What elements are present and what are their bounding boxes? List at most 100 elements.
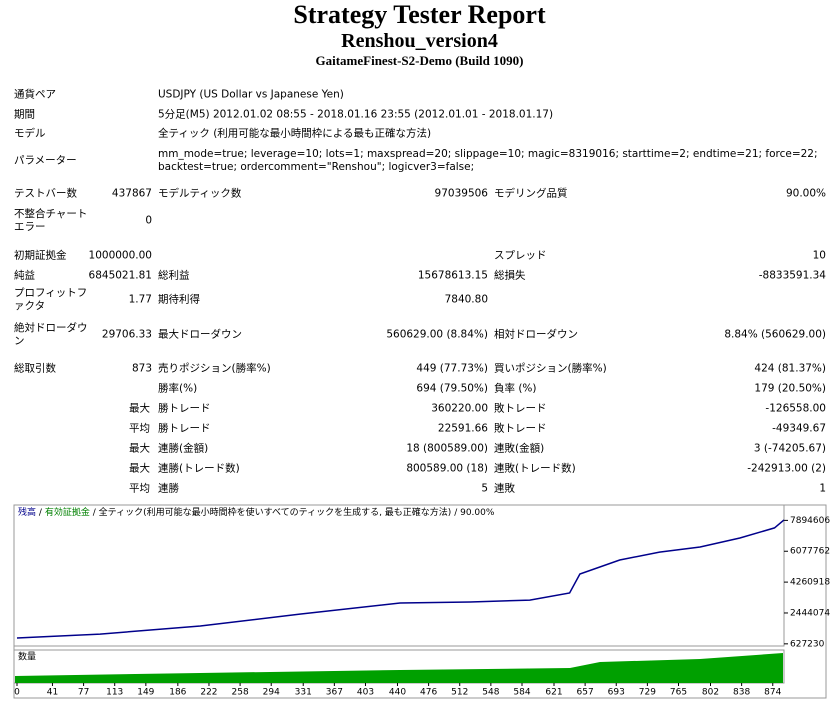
table-cell: 560629.00 (8.84%) (386, 328, 488, 341)
table-cell: 1 (819, 482, 826, 495)
report-title: Strategy Tester Report (293, 0, 546, 29)
table-cell: 連敗 (494, 482, 515, 495)
plot-area (13, 504, 785, 647)
table-cell: 873 (131, 362, 152, 375)
table-cell: 敗トレード (494, 422, 547, 435)
x-tick-label: 77 (78, 688, 89, 698)
table-cell: 連勝 (158, 482, 179, 495)
balance-line (16, 519, 785, 639)
table-cell: -8833591.34 (758, 269, 826, 282)
table-cell: mm_mode=true; leverage=10; lots=1; maxsp… (158, 148, 818, 173)
build-info: GaitameFinest-S2-Demo (Build 1090) (315, 53, 524, 68)
table-cell: スプレッド (494, 249, 547, 262)
x-tick-label: 113 (106, 688, 123, 698)
table-cell: 勝率(%) (158, 382, 198, 395)
y-tick-label: 2444074 (790, 608, 830, 618)
x-tick-label: 512 (451, 688, 468, 698)
volume-fill (15, 653, 783, 683)
table-cell: 最大ドローダウン (158, 328, 242, 341)
table-cell: 勝トレード (158, 422, 211, 435)
table-cell: -242913.00 (2) (747, 462, 826, 475)
chart-legend: 残高 / 有効証拠金 / 全ティック(利用可能な最小時間枠を使いすべてのティック… (18, 506, 497, 518)
table-cell: 総利益 (158, 269, 190, 282)
table-cell: 不整合チャートエラー (14, 208, 88, 233)
x-tick-label: 729 (639, 688, 656, 698)
table-cell: 純益 (14, 269, 35, 282)
y-tick-label: 6077762 (790, 547, 830, 557)
table-cell: モデル (14, 127, 46, 140)
table-cell: パラメーター (14, 154, 77, 167)
table-cell: 22591.66 (437, 422, 488, 435)
table-cell: モデリング品質 (494, 187, 568, 200)
table-cell: 437867 (111, 187, 152, 200)
volume-label: 数量 (18, 651, 36, 663)
legend-separator: / (39, 508, 43, 518)
legend-entry: 有効証拠金 (45, 506, 90, 518)
table-cell: 10 (812, 249, 826, 262)
table-cell: 最大 (129, 402, 150, 415)
table-cell: 15678613.15 (417, 269, 488, 282)
report-subtitle: Renshou_version4 (341, 30, 498, 52)
legend-separator: / (454, 508, 458, 518)
x-tick-label: 874 (764, 688, 781, 698)
table-cell: 総損失 (494, 269, 526, 282)
table-cell: 6845021.81 (88, 269, 152, 282)
x-tick-label: 41 (47, 688, 58, 698)
x-tick-label: 440 (389, 688, 406, 698)
y-tick-label: 627230 (790, 639, 825, 649)
table-cell: 負率 (%) (494, 382, 537, 395)
table-cell: 連勝(トレード数) (158, 462, 240, 475)
table-cell: 449 (77.73%) (416, 362, 488, 375)
table-cell: 1.77 (128, 293, 152, 306)
table-cell: 通貨ペア (14, 88, 56, 101)
legend-separator: / (93, 508, 97, 518)
x-tick-label: 222 (200, 688, 217, 698)
x-tick-label: 657 (577, 688, 594, 698)
table-cell: 買いポジション(勝率%) (494, 362, 607, 375)
table-cell: 29706.33 (101, 328, 152, 341)
table-cell: 期待利得 (158, 293, 200, 306)
table-cell: 連勝(金額) (158, 442, 209, 455)
x-tick-label: 331 (295, 688, 312, 698)
table-cell: 勝トレード (158, 402, 211, 415)
x-tick-label: 476 (420, 688, 437, 698)
x-tick-label: 367 (326, 688, 343, 698)
table-cell: 期間 (14, 108, 35, 121)
x-tick-label: 838 (733, 688, 750, 698)
table-cell: 連敗(金額) (494, 442, 545, 455)
x-tick-label: 621 (545, 688, 562, 698)
table-cell: USDJPY (US Dollar vs Japanese Yen) (158, 88, 344, 101)
table-cell: 総取引数 (14, 362, 56, 375)
y-tick-label: 4260918 (790, 578, 830, 588)
table-cell: 7840.80 (444, 293, 488, 306)
x-tick-label: 403 (357, 688, 374, 698)
x-tick-label: 548 (482, 688, 499, 698)
x-tick-label: 149 (137, 688, 154, 698)
table-cell: テストバー数 (14, 187, 77, 200)
y-tick-label: 7894606 (790, 516, 830, 526)
table-cell: 8.84% (560629.00) (724, 328, 826, 341)
table-cell: 1000000.00 (88, 249, 152, 262)
table-cell: モデルティック数 (158, 187, 242, 200)
table-cell: 最大 (129, 462, 150, 475)
table-cell: 敗トレード (494, 402, 547, 415)
table-cell: 694 (79.50%) (416, 382, 488, 395)
x-tick-label: 294 (263, 688, 280, 698)
table-cell: 5分足(M5) 2012.01.02 08:55 - 2018.01.16 23… (158, 108, 554, 121)
table-cell: 360220.00 (431, 402, 488, 415)
legend-entry: 残高 (18, 506, 36, 518)
table-cell: 90.00% (785, 187, 826, 200)
table-cell: 平均 (129, 422, 150, 435)
table-cell: 97039506 (434, 187, 488, 200)
legend-entry: 90.00% (460, 508, 495, 518)
x-tick-label: 186 (169, 688, 186, 698)
table-cell: 最大 (129, 442, 150, 455)
table-cell: 絶対ドローダウン (14, 322, 88, 347)
table-cell: 初期証拠金 (14, 249, 67, 262)
x-tick-label: 693 (608, 688, 625, 698)
legend-entry: 全ティック(利用可能な最小時間枠を使いすべてのティックを生成する, 最も正確な方… (99, 506, 452, 518)
table-cell: 連敗(トレード数) (494, 462, 576, 475)
table-cell: 全ティック (利用可能な最小時間枠による最も正確な方法) (158, 127, 432, 140)
